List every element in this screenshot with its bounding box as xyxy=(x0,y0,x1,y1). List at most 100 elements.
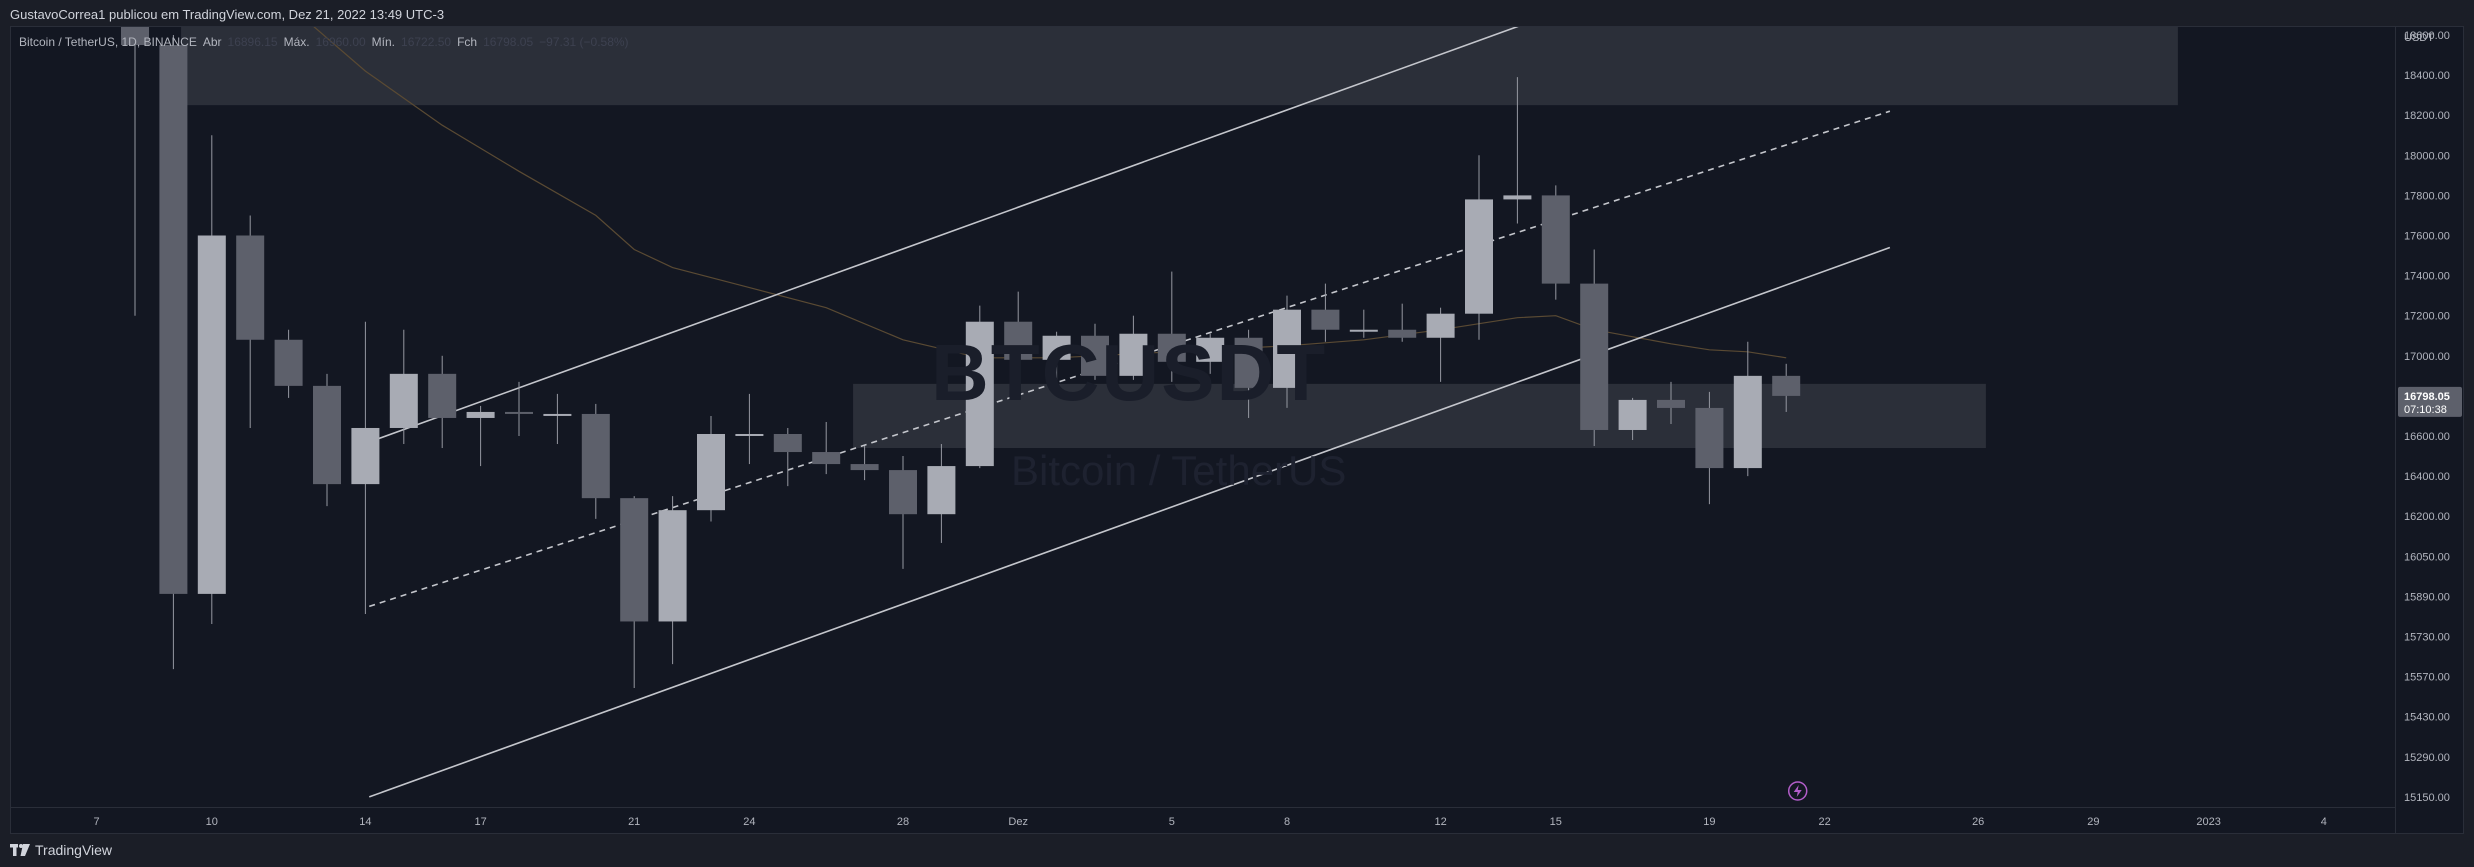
legend-close-value: 16798.05 xyxy=(483,35,534,49)
candle-2022-12-03 xyxy=(1081,323,1109,380)
candle-2022-11-14 xyxy=(351,321,380,614)
price-tick-label: 15430.00 xyxy=(2404,712,2450,724)
candle-2022-11-30 xyxy=(965,305,994,469)
candle-body xyxy=(1311,309,1340,330)
candle-body xyxy=(351,427,380,485)
countdown-label: 07:10:38 xyxy=(2404,404,2447,416)
symbol-legend: Bitcoin / TetherUS, 1D, BINANCE Abr 1689… xyxy=(19,35,629,49)
plot-area[interactable]: BTCUSDT Bitcoin / TetherUS Bitcoin / Tet… xyxy=(11,27,2395,807)
candle-2022-11-23 xyxy=(697,415,725,522)
chart-frame: BTCUSDT Bitcoin / TetherUS Bitcoin / Tet… xyxy=(10,26,2464,834)
candle-body xyxy=(1733,375,1762,469)
candle-body xyxy=(850,464,879,471)
candle-2022-11-12 xyxy=(274,329,303,398)
current-price-label: 16798.05 xyxy=(2404,391,2450,403)
candle-body xyxy=(389,373,418,428)
candle-body xyxy=(159,45,188,594)
candle-body xyxy=(313,385,341,485)
time-tick-label: 19 xyxy=(1703,816,1715,828)
candle-body xyxy=(1503,195,1532,200)
price-tick-label: 17000.00 xyxy=(2404,351,2450,363)
price-tick-label: 16600.00 xyxy=(2404,431,2450,443)
candle-2022-12-09 xyxy=(1311,283,1340,342)
tradingview-brand: TradingView xyxy=(35,842,113,858)
time-axis[interactable]: 7 10 14 17 21 24 28 Dez 5 8 12 15 19 22 26 29 2023 4 xyxy=(11,807,2395,833)
time-tick-label: 22 xyxy=(1818,816,1830,828)
price-tick-label: 17200.00 xyxy=(2404,311,2450,323)
footer-bar: TradingView xyxy=(0,834,2474,867)
time-tick-label: 10 xyxy=(206,816,218,828)
candle-body xyxy=(505,411,533,414)
candle-body xyxy=(927,466,956,515)
candle-2022-12-21 xyxy=(1772,363,1801,412)
candle-2022-11-08 xyxy=(121,27,149,316)
zone-0 xyxy=(181,27,2178,106)
time-tick-label: 2023 xyxy=(2196,816,2220,828)
candle-body xyxy=(466,411,495,418)
candle-2022-11-18 xyxy=(505,381,533,436)
candle-2022-12-19 xyxy=(1695,391,1724,505)
legend-open-value: 16896.15 xyxy=(227,35,278,49)
time-tick-label: 15 xyxy=(1550,816,1562,828)
legend-high-value: 16960.00 xyxy=(315,35,366,49)
candle-body xyxy=(1618,399,1647,430)
channel-lower-line xyxy=(368,246,1891,798)
candle-2022-11-25 xyxy=(773,427,802,487)
tradingview-logo[interactable]: TradingView xyxy=(10,842,112,858)
candle-body xyxy=(1273,309,1301,388)
legend-close-label: Fch xyxy=(457,35,478,49)
current-price-badge xyxy=(2398,386,2462,417)
candle-body xyxy=(236,235,265,340)
price-tick-label: 18400.00 xyxy=(2404,70,2450,82)
candle-2022-11-22 xyxy=(658,496,687,665)
channel-upper-line xyxy=(368,27,1519,443)
candle-body xyxy=(1388,329,1417,338)
candle-body xyxy=(965,321,994,467)
price-tick-label: 15890.00 xyxy=(2404,591,2450,603)
price-tick-label: 16050.00 xyxy=(2404,551,2450,563)
price-axis-currency: USDT xyxy=(2404,32,2434,44)
candle-2022-11-19 xyxy=(543,393,572,445)
price-tick-label: 15150.00 xyxy=(2404,792,2450,804)
candle-body xyxy=(1465,199,1493,314)
time-tick-label: 26 xyxy=(1972,816,1984,828)
candle-body xyxy=(274,339,303,386)
candle-2022-11-29 xyxy=(927,444,956,543)
time-tick-label: 24 xyxy=(743,816,755,828)
price-tick-label: 17800.00 xyxy=(2404,190,2450,202)
legend-change-value: −97.31 (−0.58%) xyxy=(539,35,629,49)
candle-body xyxy=(889,470,917,515)
candle-body xyxy=(543,413,572,416)
candle-body xyxy=(1234,337,1263,388)
candle-2022-12-07 xyxy=(1234,329,1263,418)
publish-bar: GustavoCorrea1 publicou em TradingView.c… xyxy=(0,0,2474,26)
time-tick-label: 4 xyxy=(2321,816,2327,828)
candle-2022-12-20 xyxy=(1733,341,1762,477)
candle-body xyxy=(1695,407,1724,469)
candle-2022-12-18 xyxy=(1657,381,1685,424)
candle-body xyxy=(1042,335,1071,360)
price-tick-label: 15570.00 xyxy=(2404,672,2450,684)
candle-body xyxy=(812,452,841,465)
candle-2022-11-13 xyxy=(313,373,341,507)
legend-symbol[interactable]: Bitcoin / TetherUS, 1D, BINANCE xyxy=(19,35,197,49)
candle-body xyxy=(1580,283,1609,430)
time-tick-label: 8 xyxy=(1284,816,1290,828)
candle-2022-12-17 xyxy=(1618,397,1647,441)
candle-body xyxy=(121,27,149,46)
tradingview-logo-icon xyxy=(10,844,30,856)
candle-2022-12-12 xyxy=(1426,307,1455,382)
candle-body xyxy=(1119,333,1148,376)
candle-2022-12-01 xyxy=(1004,291,1033,384)
candle-2022-12-15 xyxy=(1541,185,1570,300)
candle-body xyxy=(1004,321,1033,360)
publish-info: GustavoCorrea1 publicou em TradingView.c… xyxy=(10,7,445,22)
price-axis[interactable]: USDT 18600.00 18400.00 18200.00 18000.00 1780… xyxy=(2395,27,2463,833)
price-tick-label: 18000.00 xyxy=(2404,150,2450,162)
legend-open-label: Abr xyxy=(202,35,222,49)
candle-body xyxy=(1772,375,1801,396)
price-tick-label: 17600.00 xyxy=(2404,231,2450,243)
candle-body xyxy=(197,235,226,594)
